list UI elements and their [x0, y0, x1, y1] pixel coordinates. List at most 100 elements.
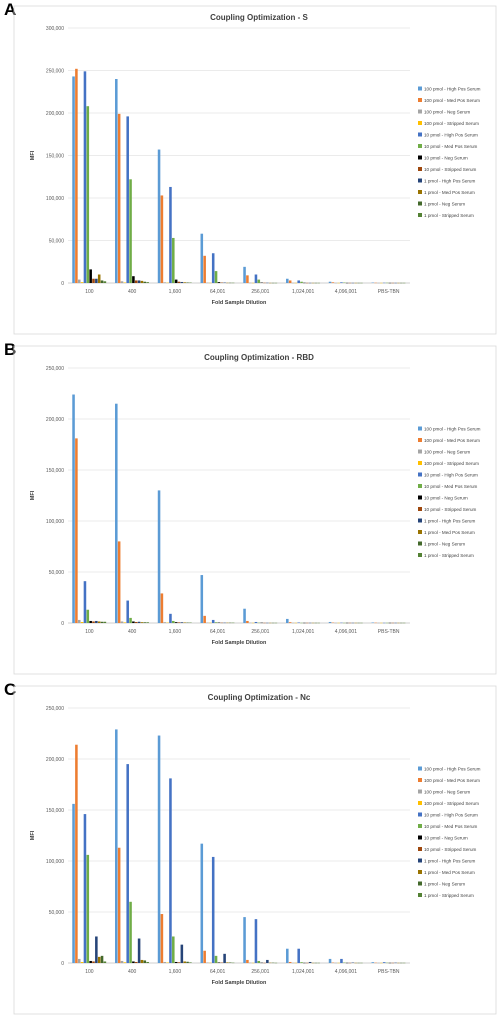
x-tick-label: 400 — [128, 629, 137, 635]
bar — [254, 274, 258, 283]
bar — [92, 278, 95, 283]
bar — [243, 917, 246, 963]
bar — [163, 282, 167, 283]
bar — [160, 593, 164, 623]
bar — [86, 854, 90, 963]
bar — [177, 962, 181, 963]
legend-swatch — [418, 461, 422, 465]
bar — [214, 955, 218, 963]
y-axis-label: MFI — [30, 490, 36, 500]
x-axis-label: Fold Sample Dilution — [212, 640, 267, 646]
bar — [146, 961, 149, 963]
legend-swatch — [418, 847, 422, 851]
y-tick-label: 0 — [61, 281, 64, 287]
bar — [97, 956, 101, 963]
bar — [288, 622, 292, 623]
bar — [177, 281, 181, 283]
panel-letter: B — [4, 340, 17, 359]
bar — [77, 279, 81, 283]
bar — [246, 275, 249, 283]
legend-label: 1 pmol - Med Pos Serum — [424, 190, 475, 195]
legend-swatch — [418, 449, 422, 454]
bar — [132, 276, 135, 283]
y-tick-label: 150,000 — [46, 468, 64, 474]
legend-swatch — [418, 824, 422, 828]
chart-panel-b: B Coupling Optimization - RBD 0 50,000 100,… — [0, 340, 500, 680]
legend-label: 100 pmol - High Pos Serum — [424, 427, 481, 432]
x-axis-label: Fold Sample Dilution — [212, 300, 267, 306]
bar — [115, 403, 118, 623]
bar — [103, 281, 107, 283]
legend-swatch — [418, 893, 422, 897]
bar — [137, 280, 141, 283]
y-tick-label: 300,000 — [46, 26, 64, 32]
x-tick-label: 1,600 — [169, 289, 182, 295]
legend-label: 10 pmol - Neg Serum — [424, 496, 468, 501]
legend-label: 10 pmol - High Pos Serum — [424, 133, 478, 138]
bar — [143, 281, 147, 283]
legend-label: 10 pmol - Stripped Serum — [424, 507, 477, 512]
chart-frame — [13, 345, 497, 675]
panel-letter: A — [4, 0, 17, 19]
chart-title: Coupling Optimization - Nc — [208, 693, 311, 702]
y-tick-label: 250,000 — [46, 366, 64, 372]
bar — [300, 962, 303, 963]
x-tick-label: 1,024,001 — [292, 629, 314, 635]
legend-label: 100 pmol - Stripped Serum — [424, 121, 479, 126]
bar — [223, 953, 226, 963]
bar — [371, 622, 375, 623]
x-axis-label: Fold Sample Dilution — [212, 980, 267, 986]
legend-swatch — [418, 553, 422, 557]
legend-swatch — [418, 438, 422, 442]
legend-swatch — [418, 86, 422, 91]
bar — [123, 962, 127, 963]
bar — [132, 961, 135, 963]
bar — [89, 269, 92, 283]
bar — [243, 266, 246, 283]
x-tick-label: 400 — [128, 289, 137, 295]
bar — [115, 729, 118, 963]
bar — [203, 255, 206, 283]
bar — [75, 68, 78, 283]
bar — [174, 279, 178, 283]
legend-swatch — [418, 144, 422, 148]
bar — [117, 113, 121, 283]
y-tick-label: 100,000 — [46, 519, 64, 525]
bar — [200, 843, 204, 963]
bar — [129, 617, 132, 623]
legend-swatch — [418, 766, 422, 771]
bar — [266, 959, 269, 963]
y-tick-label: 150,000 — [46, 154, 64, 160]
bar — [140, 280, 144, 283]
bar — [174, 961, 178, 963]
legend-label: 100 pmol - Stripped Serum — [424, 461, 479, 466]
bar — [77, 958, 81, 963]
chart-svg: Coupling Optimization - S 0 50,000 100,000 1… — [13, 5, 497, 335]
bar — [172, 620, 175, 623]
legend-swatch — [418, 155, 422, 160]
bar — [286, 618, 289, 623]
chart-svg: Coupling Optimization - Nc 0 50,000 100,000… — [13, 685, 497, 1015]
legend-label: 1 pmol - Neg Serum — [424, 882, 465, 887]
bar — [160, 195, 164, 283]
bar — [143, 960, 147, 963]
legend-label: 100 pmol - Stripped Serum — [424, 801, 479, 806]
bar — [172, 936, 175, 963]
bar — [331, 282, 335, 283]
x-tick-label: 100 — [85, 969, 94, 975]
legend-swatch — [418, 801, 422, 805]
legend-label: 1 pmol - High Pos Serum — [424, 859, 475, 864]
bar — [92, 961, 95, 963]
bar — [229, 962, 232, 963]
bar — [75, 438, 78, 623]
bar — [288, 280, 292, 283]
legend-label: 1 pmol - Stripped Serum — [424, 213, 474, 218]
bar — [200, 233, 204, 283]
bar — [382, 962, 386, 963]
legend-label: 10 pmol - Stripped Serum — [424, 167, 477, 172]
bar — [257, 279, 261, 283]
y-tick-label: 200,000 — [46, 111, 64, 117]
legend-swatch — [418, 789, 422, 794]
bar — [75, 744, 78, 963]
bar — [172, 237, 175, 283]
